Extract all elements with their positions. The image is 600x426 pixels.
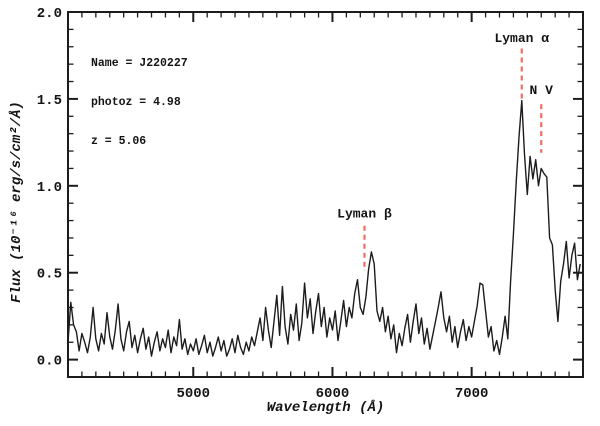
object-z-line: z = 5.06 [91, 135, 147, 148]
n-v-label: N V [530, 83, 554, 98]
y-tick-label: 0.5 [37, 267, 62, 283]
x-axis-label: Wavelength (Å) [267, 399, 385, 416]
x-tick-label: 7000 [455, 386, 489, 402]
y-tick-label: 1.0 [37, 180, 62, 196]
x-tick-label: 6000 [316, 386, 350, 402]
y-tick-label: 1.5 [37, 93, 62, 109]
plot-frame [67, 11, 584, 378]
spectrum-line [67, 99, 581, 357]
y-axis-label: Flux (10⁻¹⁶ erg/s/cm²/Å) [8, 101, 25, 303]
y-tick-label: 2.0 [37, 6, 62, 22]
y-tick-label: 0.0 [37, 354, 62, 370]
object-info: Name = J220227 photoz = 4.98 z = 5.06 [91, 31, 188, 174]
x-tick-label: 5000 [176, 386, 210, 402]
object-name-line: Name = J220227 [91, 57, 188, 70]
lyman-alpha-label: Lyman α [494, 31, 549, 46]
lyman-beta-label: Lyman β [337, 207, 392, 222]
object-photoz-line: photoz = 4.98 [91, 96, 181, 109]
